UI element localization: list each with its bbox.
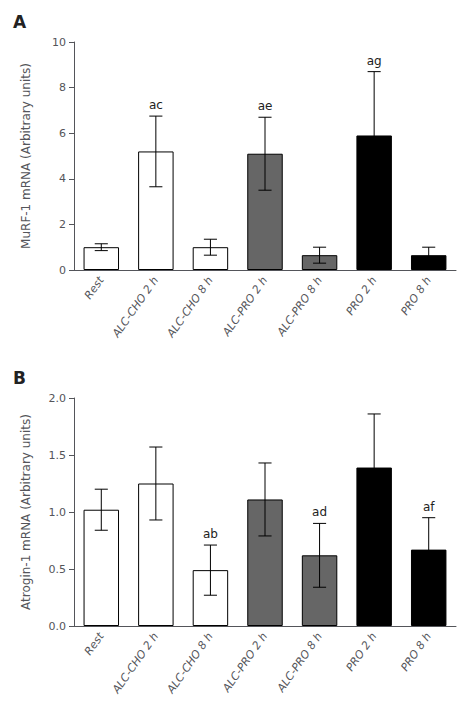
svg-text:0.0: 0.0 [49, 620, 67, 633]
svg-text:ALC-PRO 2 h: ALC-PRO 2 h [219, 274, 270, 339]
svg-text:10: 10 [52, 36, 66, 49]
svg-text:ALC-PRO 2 h: ALC-PRO 2 h [219, 630, 270, 695]
svg-text:PRO 8 h: PRO 8 h [398, 630, 434, 673]
svg-text:ac: ac [149, 98, 163, 112]
svg-text:MuRF-1 mRNA (Arbitrary units): MuRF-1 mRNA (Arbitrary units) [19, 63, 33, 249]
svg-text:ad: ad [312, 505, 327, 519]
svg-text:ae: ae [258, 99, 273, 113]
svg-text:1.5: 1.5 [49, 449, 67, 462]
svg-text:Atrogin-1 mRNA (Arbitrary unit: Atrogin-1 mRNA (Arbitrary units) [19, 414, 33, 610]
svg-text:ag: ag [367, 54, 382, 68]
svg-text:PRO 2 h: PRO 2 h [344, 274, 380, 317]
svg-text:ab: ab [203, 527, 218, 541]
svg-text:8: 8 [59, 81, 66, 94]
svg-text:ALC-CHO 8 h: ALC-CHO 8 h [164, 274, 216, 340]
svg-text:4: 4 [59, 172, 66, 185]
svg-text:2: 2 [59, 218, 66, 231]
svg-text:Rest: Rest [82, 630, 107, 658]
svg-text:Rest: Rest [82, 274, 107, 302]
svg-text:ALC-CHO 8 h: ALC-CHO 8 h [164, 630, 216, 696]
svg-text:ALC-PRO 8 h: ALC-PRO 8 h [274, 630, 325, 695]
svg-text:ALC-PRO 8 h: ALC-PRO 8 h [274, 274, 325, 339]
svg-text:ALC-CHO 2 h: ALC-CHO 2 h [109, 274, 161, 340]
svg-text:PRO 8 h: PRO 8 h [398, 274, 434, 317]
svg-text:1.0: 1.0 [49, 506, 67, 519]
svg-text:2.0: 2.0 [49, 392, 67, 405]
svg-text:ALC-CHO 2 h: ALC-CHO 2 h [109, 630, 161, 696]
svg-text:A: A [13, 12, 27, 32]
svg-text:PRO 2 h: PRO 2 h [344, 630, 380, 673]
svg-text:0: 0 [59, 264, 66, 277]
svg-text:6: 6 [59, 127, 66, 140]
svg-text:0.5: 0.5 [49, 563, 67, 576]
svg-text:B: B [13, 368, 26, 388]
svg-text:af: af [423, 500, 435, 514]
